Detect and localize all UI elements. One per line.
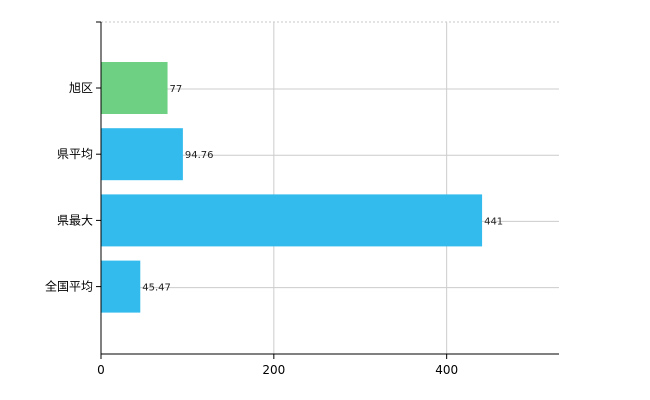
x-tick-label-3: 400 <box>435 363 458 377</box>
bar-3 <box>101 194 483 247</box>
x-tick-label-1: 0 <box>97 363 105 377</box>
x-tick-label-2: 200 <box>262 363 285 377</box>
bars <box>101 62 483 313</box>
grid-lines <box>101 21 559 354</box>
category-label-4: 全国平均 <box>45 279 93 294</box>
data-label-1: 77 <box>170 84 183 95</box>
axes <box>96 21 559 359</box>
bar-4 <box>101 260 141 313</box>
data-label-4: 45.47 <box>142 283 171 294</box>
bar-2 <box>101 128 183 181</box>
category-label-1: 旭区 <box>69 81 93 95</box>
category-label-2: 県平均 <box>57 147 93 161</box>
category-label-3: 県最大 <box>57 213 93 227</box>
data-label-2: 94.76 <box>185 150 214 161</box>
data-label-3: 441 <box>484 216 503 227</box>
bar-1 <box>101 62 168 114</box>
labels: 77 旭区 94.76 県平均 441 県最大 45.47 全国平均 0 200 400 <box>45 81 503 377</box>
